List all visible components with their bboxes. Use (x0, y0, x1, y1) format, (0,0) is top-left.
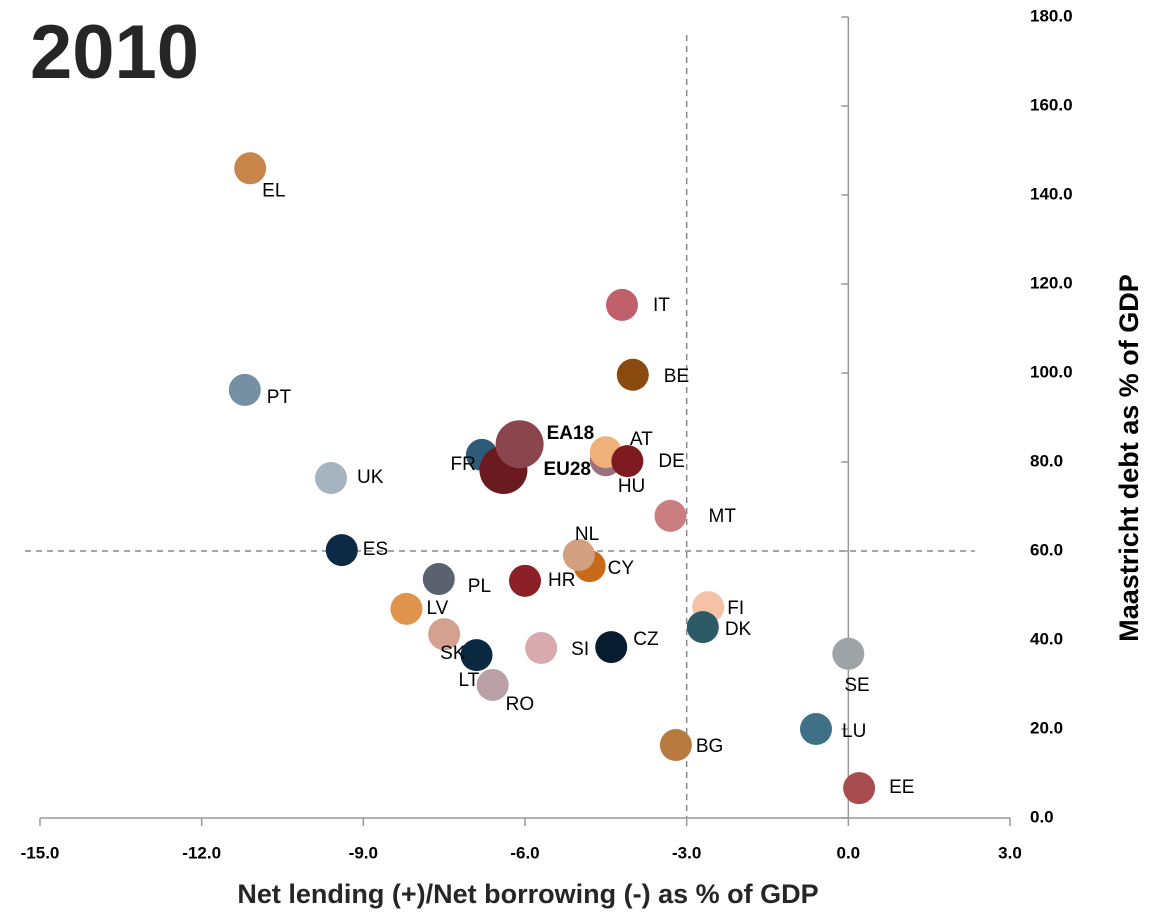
point (390, 592, 423, 625)
point (606, 288, 638, 321)
point-label: SK (440, 643, 466, 664)
point (611, 445, 644, 478)
point (659, 729, 692, 762)
y-tick-label: 100.0 (1030, 362, 1073, 381)
x-tick-label: 3.0 (998, 843, 1022, 862)
point-label: BE (664, 366, 689, 387)
point-label: CY (608, 558, 635, 579)
point (525, 632, 558, 665)
point-label: LT (459, 670, 480, 691)
point (325, 534, 358, 567)
point-label: ES (363, 539, 388, 560)
point-label: DK (725, 619, 752, 640)
point-label: EA18 (547, 423, 595, 444)
point (616, 358, 649, 391)
point-label: SI (571, 639, 589, 660)
x-tick-label: -3.0 (672, 843, 701, 862)
y-tick-label: 20.0 (1030, 718, 1063, 737)
y-tick-label: 60.0 (1030, 540, 1063, 559)
point (843, 772, 876, 805)
point (562, 539, 595, 572)
point (234, 152, 267, 185)
point (654, 499, 687, 532)
chart-title: 2010 (30, 10, 199, 95)
point-label: DE (658, 451, 684, 472)
x-tick-label: -9.0 (349, 843, 378, 862)
point-label: HR (548, 570, 575, 591)
point-label: PT (267, 387, 292, 408)
point-label: EL (262, 180, 285, 201)
point-label: LU (842, 721, 866, 742)
point-label: BG (696, 736, 723, 757)
x-tick-label: -15.0 (21, 843, 60, 862)
point (800, 713, 832, 745)
y-tick-label: 160.0 (1030, 95, 1073, 114)
point-label: NL (575, 524, 599, 545)
y-tick-label: 140.0 (1030, 184, 1073, 203)
point-label: CZ (633, 629, 659, 650)
point-label: EE (889, 777, 914, 798)
y-tick-label: 80.0 (1030, 451, 1063, 470)
point (595, 631, 628, 664)
point (228, 373, 261, 406)
point-label: PL (468, 576, 491, 597)
point (832, 637, 865, 670)
y-tick-label: 0.0 (1030, 807, 1054, 826)
point-label: IT (653, 295, 670, 316)
point-label: SE (844, 675, 869, 696)
point (509, 564, 541, 597)
x-tick-label: -6.0 (510, 843, 539, 862)
point (315, 462, 347, 495)
point-label: UK (357, 467, 384, 488)
point-label: LV (426, 598, 448, 619)
y-tick-label: 180.0 (1030, 6, 1073, 25)
point-label: HU (618, 476, 645, 497)
x-tick-label: -12.0 (182, 843, 221, 862)
y-tick-label: 120.0 (1030, 273, 1073, 292)
point-label: AT (630, 429, 653, 450)
point-label: FI (727, 598, 744, 619)
point (686, 611, 719, 644)
point-label: RO (506, 694, 534, 715)
x-tick-label: 0.0 (837, 843, 861, 862)
x-axis-label: Net lending (+)/Net borrowing (-) as % o… (237, 879, 818, 909)
point-label: EU28 (543, 459, 591, 480)
y-axis-label: Maastricht debt as % of GDP (1114, 274, 1144, 642)
point (460, 639, 493, 672)
point-label: FR (451, 454, 476, 475)
point (476, 668, 509, 701)
point-label: MT (709, 506, 737, 527)
y-tick-label: 40.0 (1030, 629, 1063, 648)
point (428, 618, 461, 651)
point (422, 563, 455, 596)
point (495, 420, 544, 469)
